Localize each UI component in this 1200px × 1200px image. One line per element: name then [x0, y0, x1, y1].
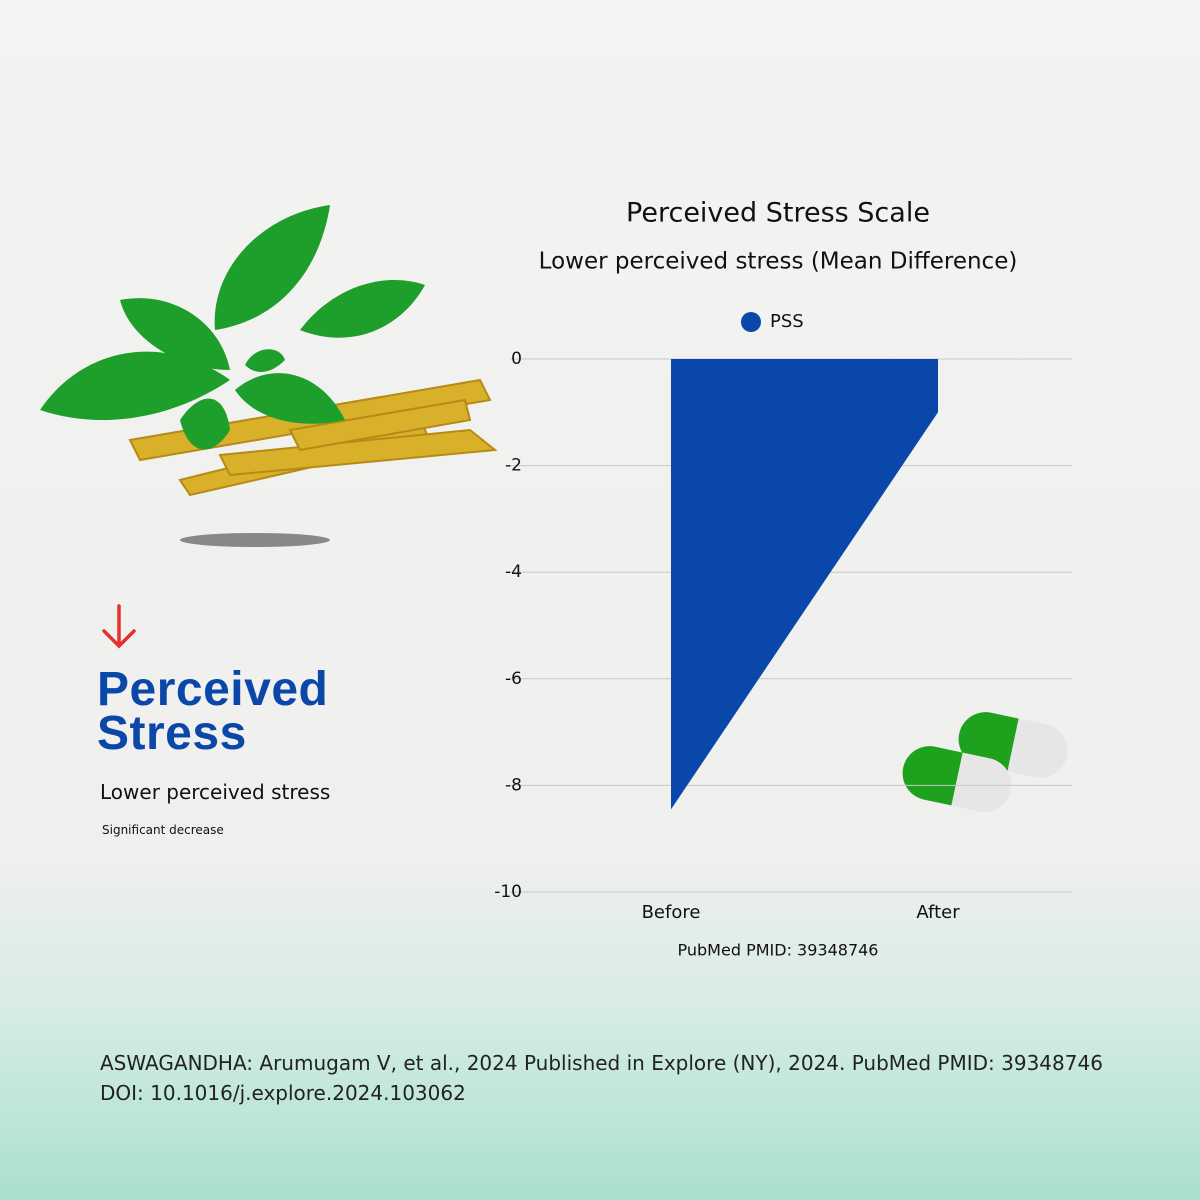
y-tick-label: -10	[494, 882, 522, 902]
y-tick-label: -2	[505, 456, 522, 476]
area	[671, 359, 938, 810]
legend-label: PSS	[770, 311, 804, 332]
chart-title: Perceived Stress Scale	[626, 198, 930, 229]
chart-subtitle: Lower perceived stress (Mean Difference)	[539, 249, 1018, 275]
y-tick-label: -8	[505, 775, 522, 795]
panel-subtitle: Lower perceived stress	[100, 780, 331, 804]
x-tick-label: After	[916, 902, 960, 923]
x-tick-label: Before	[642, 902, 701, 923]
capsules-illustration	[902, 712, 1068, 812]
y-tick-label: -4	[505, 562, 522, 582]
legend-marker	[741, 312, 761, 332]
panel-note: Significant decrease	[102, 823, 224, 837]
down-arrow	[102, 604, 136, 649]
citation: ASWAGANDHA: Arumugam V, et al., 2024 Pub…	[100, 1051, 1116, 1105]
y-tick-label: -6	[505, 669, 522, 689]
y-tick-label: 0	[511, 349, 522, 369]
panel-heading: Perceived Stress	[97, 663, 329, 760]
chart-caption: PubMed PMID: 39348746	[678, 941, 879, 960]
plant-illustration	[40, 205, 498, 547]
